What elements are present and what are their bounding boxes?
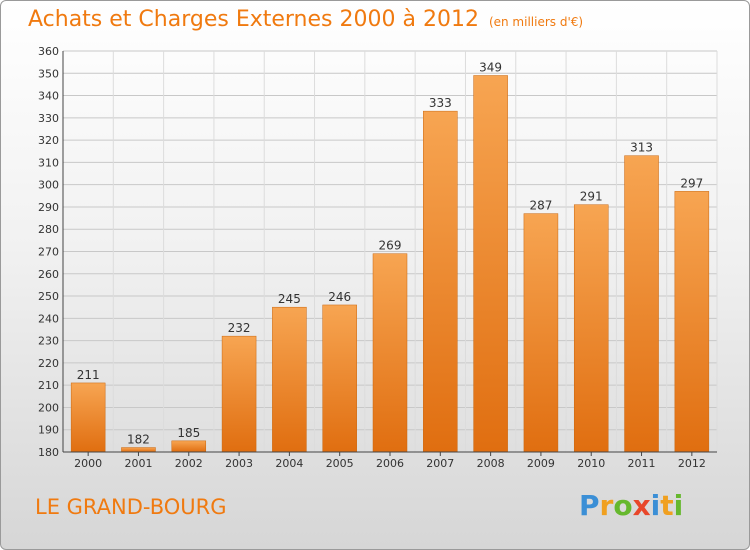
y-tick-label: 240 bbox=[38, 312, 59, 325]
logo-letter: P bbox=[579, 489, 600, 522]
y-tick-label: 280 bbox=[38, 223, 59, 236]
data-label: 246 bbox=[328, 290, 351, 304]
logo-letter: o bbox=[613, 489, 633, 522]
logo-letter: r bbox=[599, 489, 614, 522]
y-tick-label: 190 bbox=[38, 424, 59, 437]
x-tick-label: 2000 bbox=[74, 457, 102, 470]
data-label: 232 bbox=[228, 321, 251, 335]
place-name: LE GRAND-BOURG bbox=[35, 495, 227, 519]
x-tick-label: 2003 bbox=[225, 457, 253, 470]
y-tick-label: 320 bbox=[38, 134, 59, 147]
y-tick-label: 210 bbox=[38, 379, 59, 392]
bars: 211 182 185 232 245 246 269 333 349 287 291 313 297 bbox=[70, 61, 710, 453]
axes: 180 190 200 210 220 230 240 250 260 270 280 290 300 3… bbox=[38, 45, 717, 470]
y-tick-label: 350 bbox=[38, 67, 59, 80]
y-tick-label: 330 bbox=[38, 112, 59, 125]
y-tick-label: 300 bbox=[38, 179, 59, 192]
bar-2003 bbox=[221, 335, 257, 453]
bar-2007 bbox=[423, 110, 458, 453]
title-text: Achats et Charges Externes 2000 à 2012 bbox=[28, 7, 479, 32]
data-label: 269 bbox=[379, 239, 402, 253]
x-tick-label: 2011 bbox=[628, 457, 656, 470]
x-tick-label: 2005 bbox=[326, 457, 354, 470]
bar-2000 bbox=[70, 382, 106, 453]
y-tick-label: 230 bbox=[38, 335, 59, 348]
data-label: 333 bbox=[429, 96, 452, 110]
bar-2006 bbox=[372, 253, 408, 453]
x-tick-label: 2008 bbox=[477, 457, 505, 470]
proxiti-logo: Proxiti bbox=[579, 489, 683, 522]
bar-2008 bbox=[473, 75, 508, 453]
y-tick-label: 310 bbox=[38, 156, 59, 169]
data-label: 297 bbox=[680, 176, 703, 190]
y-tick-label: 200 bbox=[38, 401, 59, 414]
bar-2004 bbox=[272, 306, 307, 453]
x-tick-label: 2006 bbox=[376, 457, 404, 470]
logo-letter: t bbox=[660, 489, 674, 522]
y-tick-label: 220 bbox=[38, 357, 59, 370]
data-label: 287 bbox=[529, 199, 552, 213]
data-label: 211 bbox=[77, 368, 100, 382]
data-label: 291 bbox=[580, 190, 603, 204]
data-label: 182 bbox=[127, 433, 150, 447]
chart-title: Achats et Charges Externes 2000 à 2012 (e… bbox=[28, 7, 583, 32]
y-tick-label: 290 bbox=[38, 201, 59, 214]
data-label: 313 bbox=[630, 141, 653, 155]
y-tick-label: 270 bbox=[38, 246, 59, 259]
y-tick-label: 250 bbox=[38, 290, 59, 303]
bar-2005 bbox=[322, 304, 357, 453]
y-tick-label: 260 bbox=[38, 268, 59, 281]
x-tick-label: 2010 bbox=[577, 457, 605, 470]
bar-2012 bbox=[674, 191, 710, 453]
x-tick-label: 2002 bbox=[175, 457, 203, 470]
bar-2001 bbox=[121, 447, 156, 453]
y-tick-label: 360 bbox=[38, 45, 59, 58]
data-label: 245 bbox=[278, 292, 301, 306]
unit-label: (en milliers d'€) bbox=[488, 15, 584, 29]
x-tick-label: 2001 bbox=[124, 457, 152, 470]
bar-2011 bbox=[624, 155, 659, 453]
x-tick-label: 2012 bbox=[678, 457, 706, 470]
data-label: 349 bbox=[479, 61, 502, 75]
bar-2010 bbox=[573, 204, 609, 453]
logo-letter: x bbox=[632, 489, 651, 522]
logo-letter: i bbox=[650, 489, 661, 522]
bar-2002 bbox=[171, 440, 207, 453]
logo-letter: i bbox=[673, 489, 684, 522]
x-tick-label: 2004 bbox=[275, 457, 303, 470]
data-label: 185 bbox=[177, 426, 200, 440]
x-tick-label: 2009 bbox=[527, 457, 555, 470]
y-tick-label: 340 bbox=[38, 90, 59, 103]
bar-2009 bbox=[523, 213, 559, 453]
x-tick-label: 2007 bbox=[426, 457, 454, 470]
y-tick-label: 180 bbox=[38, 446, 59, 459]
